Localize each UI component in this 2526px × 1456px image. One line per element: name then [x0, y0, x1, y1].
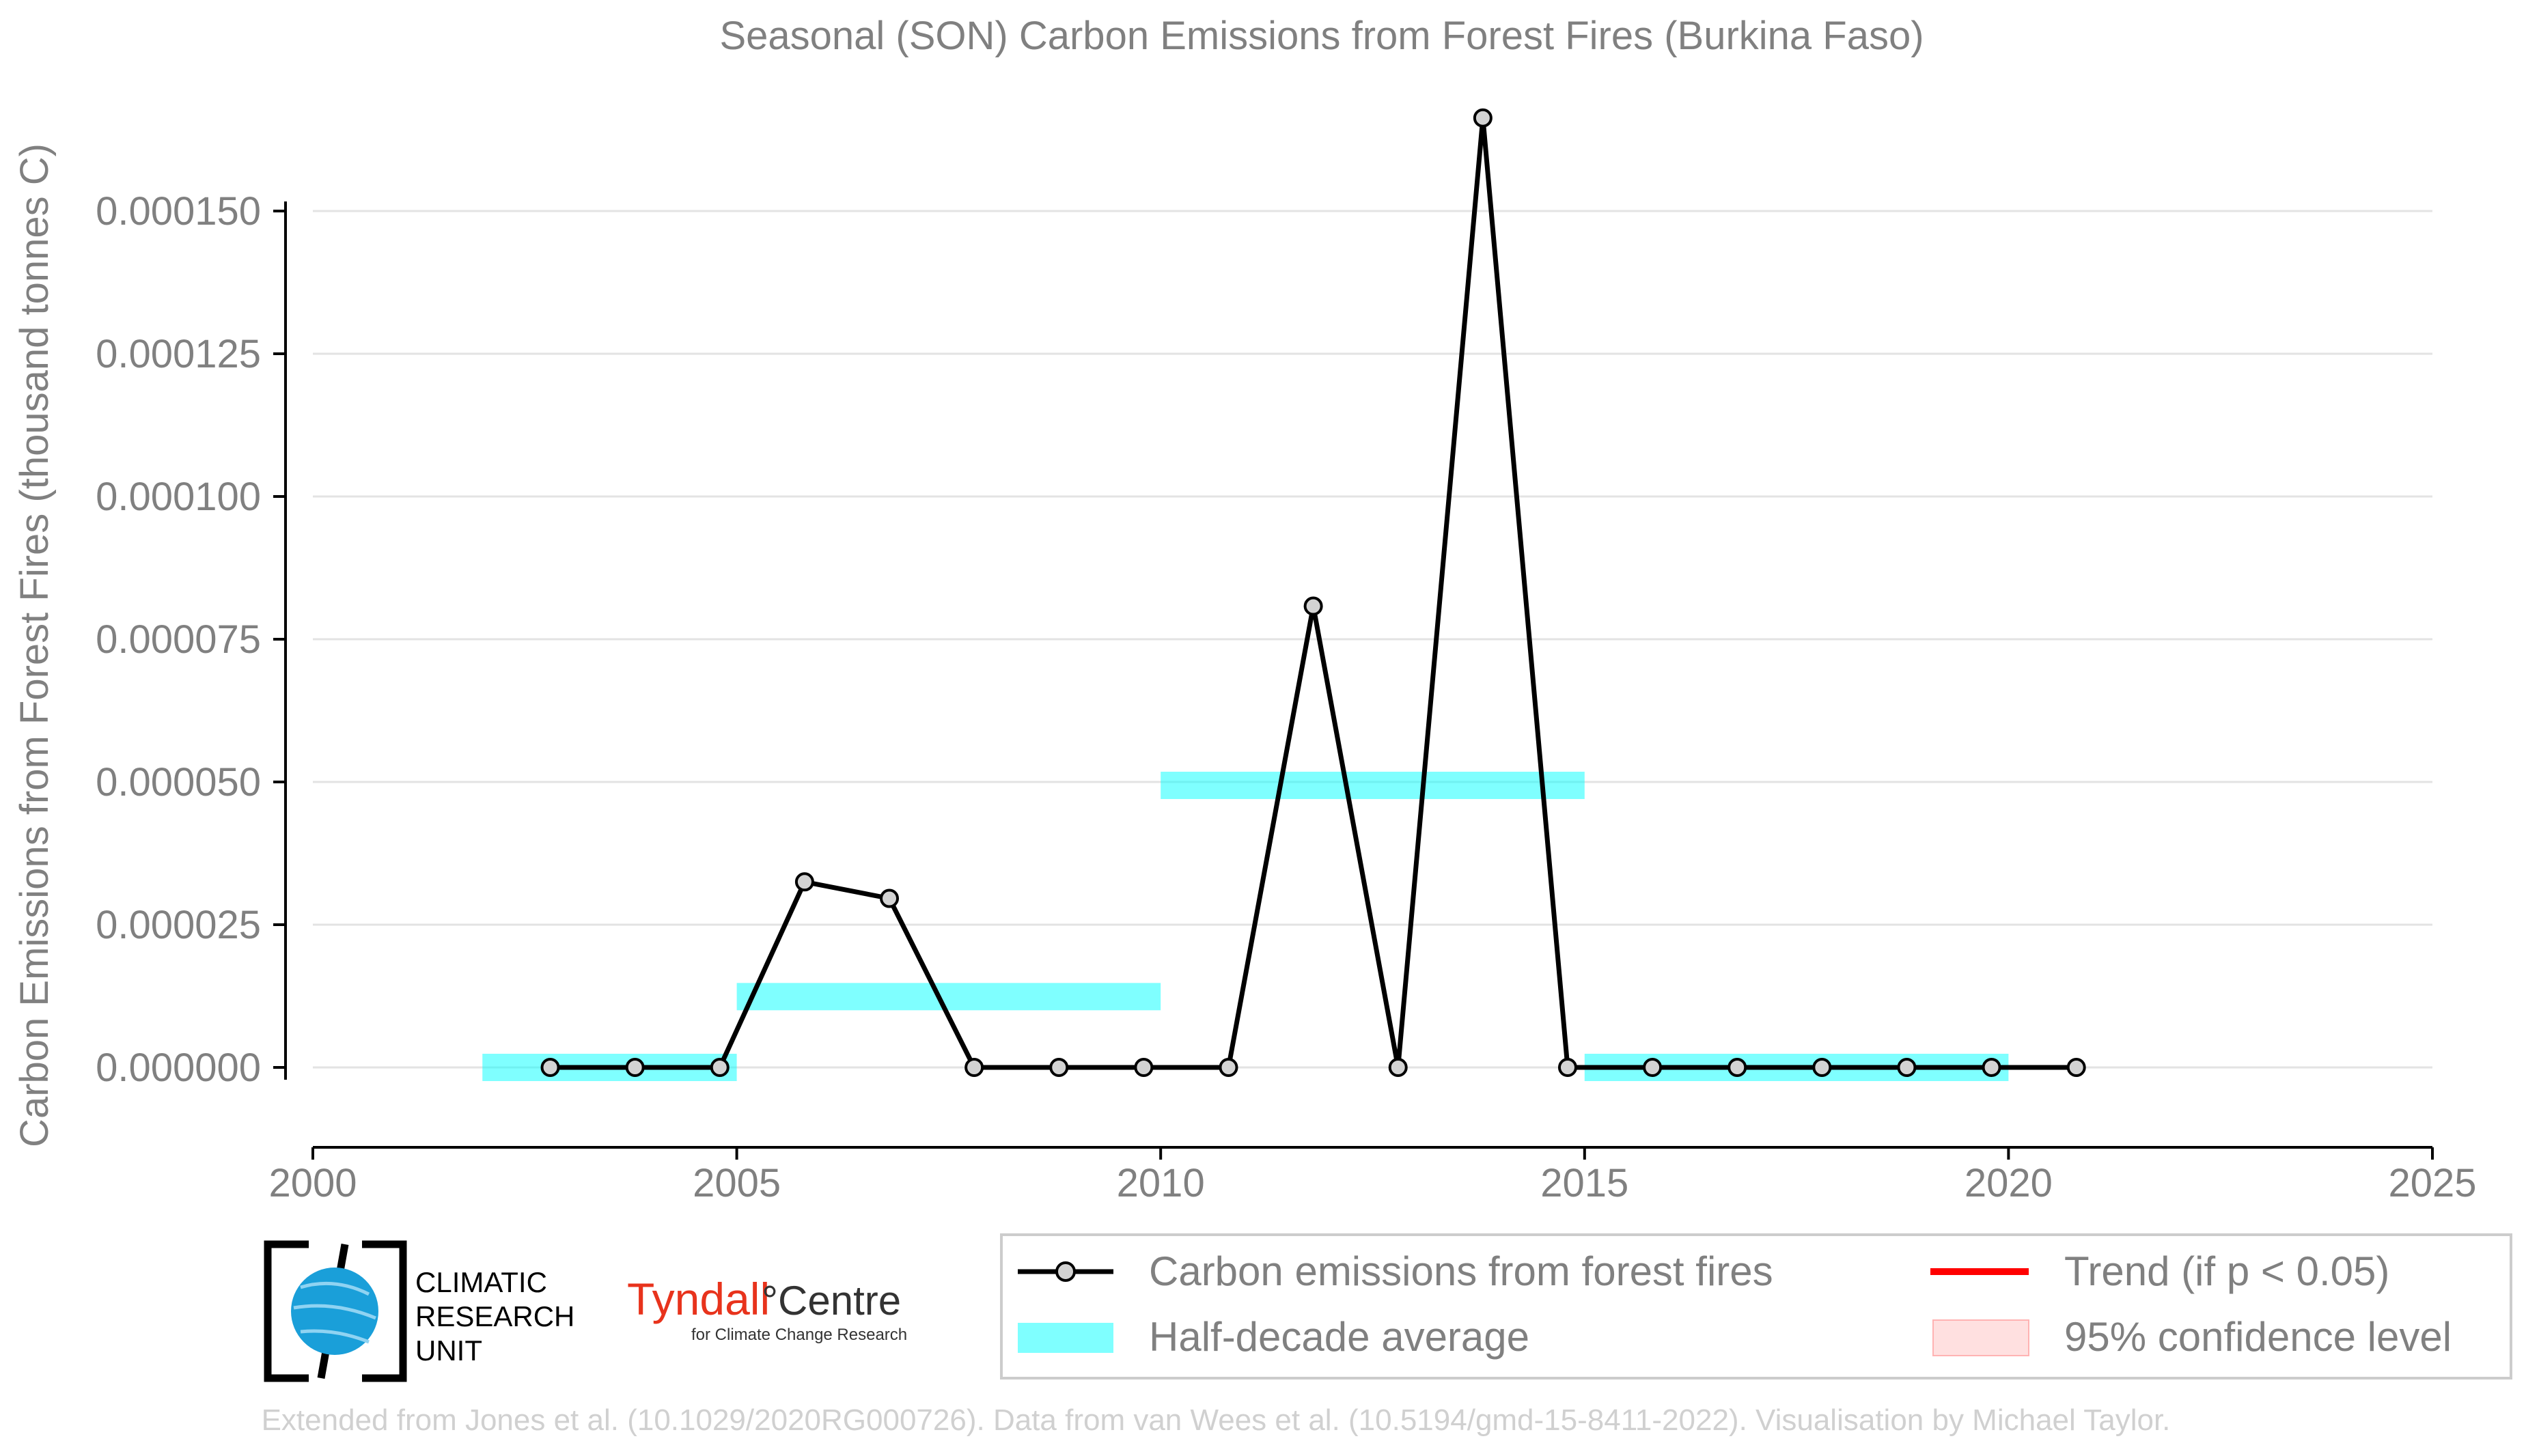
- legend-entry-confidence: 95% confidence level: [1932, 1314, 2452, 1360]
- axes: [273, 201, 2434, 1160]
- x-tick-label: 2000: [268, 1161, 357, 1205]
- chart-title: Seasonal (SON) Carbon Emissions from For…: [719, 14, 1924, 58]
- half-decade-band: [1161, 772, 1585, 800]
- cru-logo: CLIMATIC RESEARCH UNIT: [264, 1240, 574, 1382]
- tyndall-logo: Tyndall °Centre for Climate Change Resea…: [627, 1274, 907, 1344]
- tyndall-main: Tyndall: [627, 1274, 770, 1324]
- y-tick-label: 0.000125: [96, 332, 261, 376]
- x-tick-label: 2005: [693, 1161, 781, 1205]
- data-point: [1557, 1058, 1577, 1077]
- legend-entry-half-decade: Half-decade average: [1018, 1314, 1529, 1360]
- data-point: [1812, 1058, 1832, 1077]
- data-point: [1982, 1058, 2001, 1077]
- data-point: [1388, 1058, 1408, 1077]
- half-decade-average-bands: [482, 772, 2009, 1081]
- legend-entry-trend: Trend (if p < 0.05): [1930, 1248, 2389, 1294]
- y-tick-label: 0.000000: [96, 1046, 261, 1090]
- cru-text-line3: UNIT: [415, 1334, 482, 1367]
- y-tick-label: 0.000050: [96, 760, 261, 804]
- y-tick-label: 0.000075: [96, 617, 261, 662]
- half-decade-band: [736, 983, 1161, 1011]
- cru-text-line2: RESEARCH: [415, 1300, 574, 1332]
- data-point: [625, 1058, 645, 1077]
- data-point: [880, 888, 900, 908]
- legend: Carbon emissions from forest fires Trend…: [1000, 1233, 2512, 1380]
- data-point: [1473, 108, 1493, 128]
- credit-text: Extended from Jones et al. (10.1029/2020…: [262, 1403, 2171, 1437]
- y-tick-label: 0.000150: [96, 189, 261, 234]
- x-tick-label: 2020: [1965, 1161, 2053, 1205]
- tyndall-sub: for Climate Change Research: [691, 1326, 907, 1344]
- legend-label-half-decade: Half-decade average: [1149, 1314, 1529, 1360]
- data-point: [964, 1058, 984, 1077]
- data-point: [710, 1058, 730, 1077]
- legend-label-confidence: 95% confidence level: [2064, 1314, 2452, 1360]
- x-tick-label: 2025: [2388, 1161, 2476, 1205]
- data-point: [794, 872, 814, 892]
- data-point: [1727, 1058, 1747, 1077]
- data-point: [1303, 596, 1323, 616]
- tyndall-centre: °Centre: [762, 1278, 901, 1324]
- y-tick-label: 0.000100: [96, 475, 261, 519]
- legend-label-trend: Trend (if p < 0.05): [2064, 1248, 2389, 1294]
- legend-label-emissions: Carbon emissions from forest fires: [1149, 1248, 1773, 1294]
- legend-entry-emissions: Carbon emissions from forest fires: [1018, 1248, 1773, 1294]
- y-tick-label: 0.000025: [96, 903, 261, 947]
- data-point: [1049, 1058, 1069, 1077]
- data-point: [1134, 1058, 1154, 1077]
- series-carbon-emissions: [540, 108, 2086, 1077]
- x-tick-label: 2010: [1117, 1161, 1205, 1205]
- x-tick-label: 2015: [1540, 1161, 1628, 1205]
- legend-box: [1000, 1233, 2512, 1380]
- cru-text-line1: CLIMATIC: [415, 1266, 547, 1298]
- data-point: [540, 1058, 560, 1077]
- data-point: [1643, 1058, 1663, 1077]
- y-axis-label: Carbon Emissions from Forest Fires (thou…: [12, 143, 57, 1147]
- tick-labels: 0.000000 0.000025 0.000050 0.000075 0.000100…: [96, 189, 2476, 1205]
- data-point: [2066, 1058, 2086, 1077]
- data-point: [1897, 1058, 1917, 1077]
- data-point: [1219, 1058, 1238, 1077]
